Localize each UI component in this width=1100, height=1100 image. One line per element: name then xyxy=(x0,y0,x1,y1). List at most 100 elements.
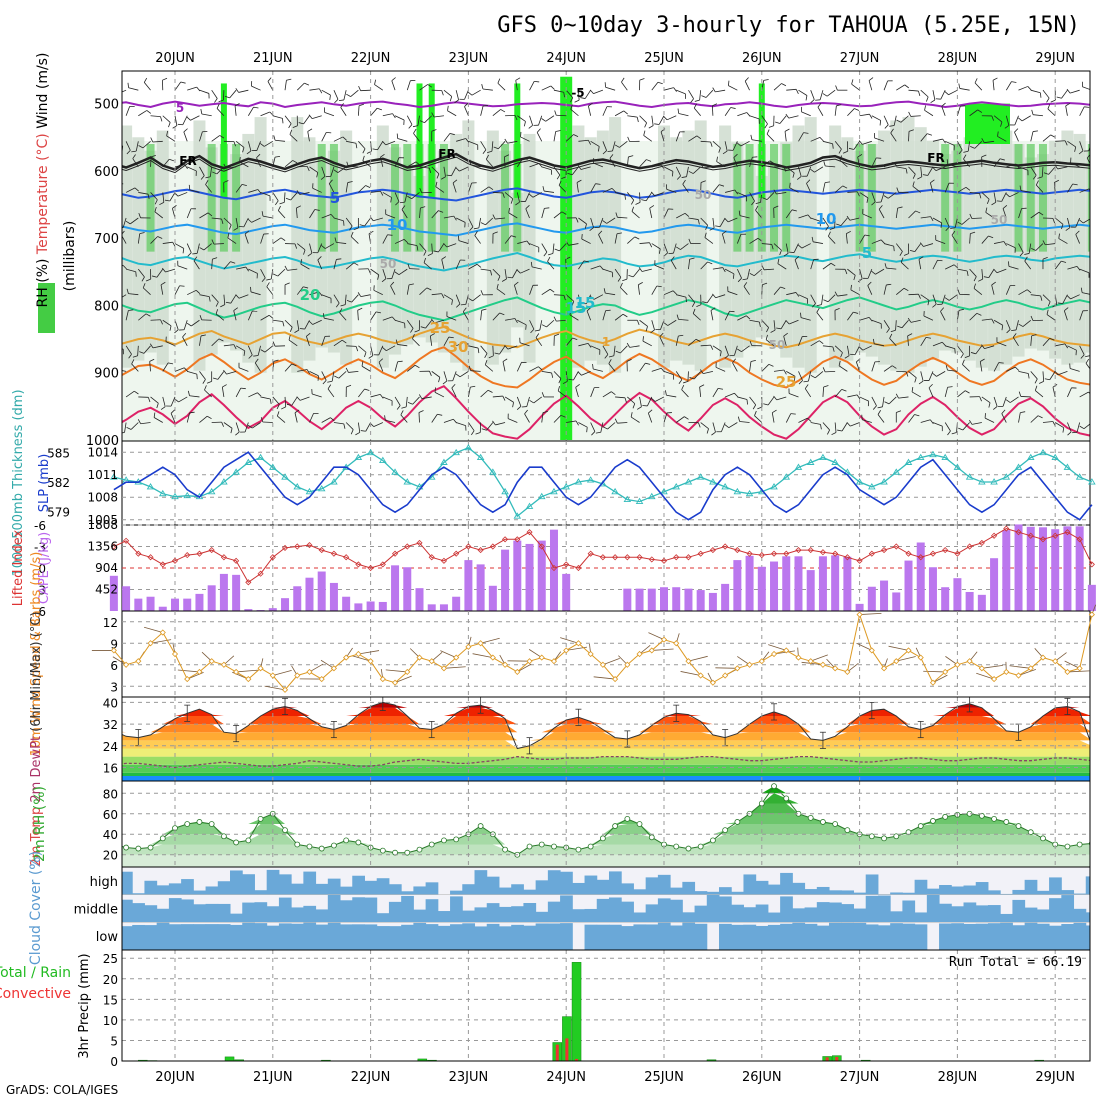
wind-barb xyxy=(602,345,609,355)
wind-barb xyxy=(851,83,860,91)
cloud-cell xyxy=(340,924,353,950)
wind-barb xyxy=(443,89,452,97)
wind-barb-flag xyxy=(114,227,118,230)
wind-barb-flag xyxy=(395,201,400,206)
cape-bar xyxy=(977,594,986,611)
wind-barb-flag xyxy=(991,318,995,324)
wind-speed-point xyxy=(734,665,741,672)
wind-barb-flag xyxy=(846,422,851,427)
wind-barb-flag xyxy=(841,389,847,392)
rh-point xyxy=(343,837,350,844)
wind-barb-flag xyxy=(512,402,514,408)
wind-speed-point xyxy=(929,679,937,686)
wind-barb xyxy=(801,243,811,249)
cloud-cell xyxy=(511,884,524,895)
wind-barb-flag xyxy=(407,402,413,405)
cloud-cell xyxy=(181,879,194,895)
rh-moist-cell xyxy=(596,130,609,365)
cloud-cell xyxy=(608,871,622,895)
wind-barb xyxy=(294,412,298,423)
lifted-index-point xyxy=(1088,561,1095,568)
wind-barb-flag xyxy=(230,428,233,434)
wind-barb xyxy=(250,291,261,296)
wind-speed-point xyxy=(1088,611,1095,618)
wind-barb-flag xyxy=(294,329,300,333)
wind-barb-flag xyxy=(299,328,305,330)
wind-barb xyxy=(1018,208,1022,219)
wind-barb xyxy=(373,422,383,427)
wind-barb xyxy=(370,190,381,193)
wind-barb-flag xyxy=(526,240,531,246)
wind-barb xyxy=(736,268,742,279)
wind-barb-flag xyxy=(908,129,914,132)
wind-barb-flag xyxy=(897,325,903,329)
wind-barb xyxy=(174,285,180,295)
contour-label: 5 xyxy=(862,244,872,262)
wind-barb-flag xyxy=(785,113,790,119)
wind-barb xyxy=(138,313,147,321)
wind-barb xyxy=(565,371,568,382)
wind-barb xyxy=(615,396,626,399)
wind-speed-point xyxy=(722,672,729,679)
cape-bar xyxy=(708,592,717,611)
top-date-label: 20JUN xyxy=(155,51,195,66)
wind-barb xyxy=(204,389,212,398)
temp-band xyxy=(122,724,1090,733)
wind-barb xyxy=(1054,260,1062,270)
wind-barb-flag xyxy=(807,417,812,422)
cloud-cell xyxy=(181,899,194,923)
wind-barb-flag xyxy=(154,206,157,212)
wind-barb-flag xyxy=(317,256,322,261)
wind-barb xyxy=(407,243,418,247)
rh-moist-cell xyxy=(792,125,805,368)
wind-barb xyxy=(516,396,522,407)
wind-barb xyxy=(853,141,860,150)
wind-barb-flag xyxy=(395,339,398,345)
wind-barb xyxy=(749,192,755,202)
wind-barb-flag xyxy=(285,197,291,201)
wind-barb-flag xyxy=(480,290,484,296)
wind-barb-flag xyxy=(390,197,392,203)
thickness-point xyxy=(158,489,167,497)
wind-barb xyxy=(659,336,665,346)
wind-barb-flag xyxy=(308,320,313,325)
wind-barb-flag xyxy=(991,281,996,286)
wind-barb xyxy=(648,632,665,641)
lifted-index-point xyxy=(196,550,203,557)
wind-barb xyxy=(251,85,261,91)
wind-speed-point xyxy=(306,668,313,675)
wind-barb-flag xyxy=(1065,227,1071,231)
wind-barb xyxy=(312,115,322,120)
wind-barb-flag xyxy=(307,252,313,257)
wind-speed-point xyxy=(355,650,362,658)
wind-barb xyxy=(632,268,640,278)
wind-barb xyxy=(859,269,863,279)
wind-barb xyxy=(235,422,240,433)
wind-ytick: 6 xyxy=(110,659,118,673)
lifted-index-point xyxy=(673,554,680,561)
wind-barb-flag xyxy=(142,283,146,289)
wind-barb-flag xyxy=(937,259,943,262)
wind-barb-flag xyxy=(189,411,195,414)
wind-barb xyxy=(321,89,331,96)
wind-barb xyxy=(140,422,151,425)
wind-barb-flag xyxy=(1043,172,1049,175)
wind-barb-flag xyxy=(346,93,351,97)
wind-barb-flag xyxy=(783,369,787,375)
wind-barb xyxy=(846,345,850,356)
wind-barb-flag xyxy=(558,180,562,186)
cloud-cell xyxy=(315,909,329,923)
wind-barb-flag xyxy=(427,84,433,88)
cape-bar xyxy=(281,598,290,611)
wind-barb-flag xyxy=(419,188,423,193)
wind-barb xyxy=(520,268,530,274)
wind-barb xyxy=(357,105,360,116)
wind-barb xyxy=(712,217,715,228)
wind-speed-point xyxy=(893,658,900,665)
wind-barb-flag xyxy=(542,410,548,413)
rh-point xyxy=(575,846,582,853)
wind-barb-flag xyxy=(303,249,306,255)
wind-barb xyxy=(1030,89,1041,94)
